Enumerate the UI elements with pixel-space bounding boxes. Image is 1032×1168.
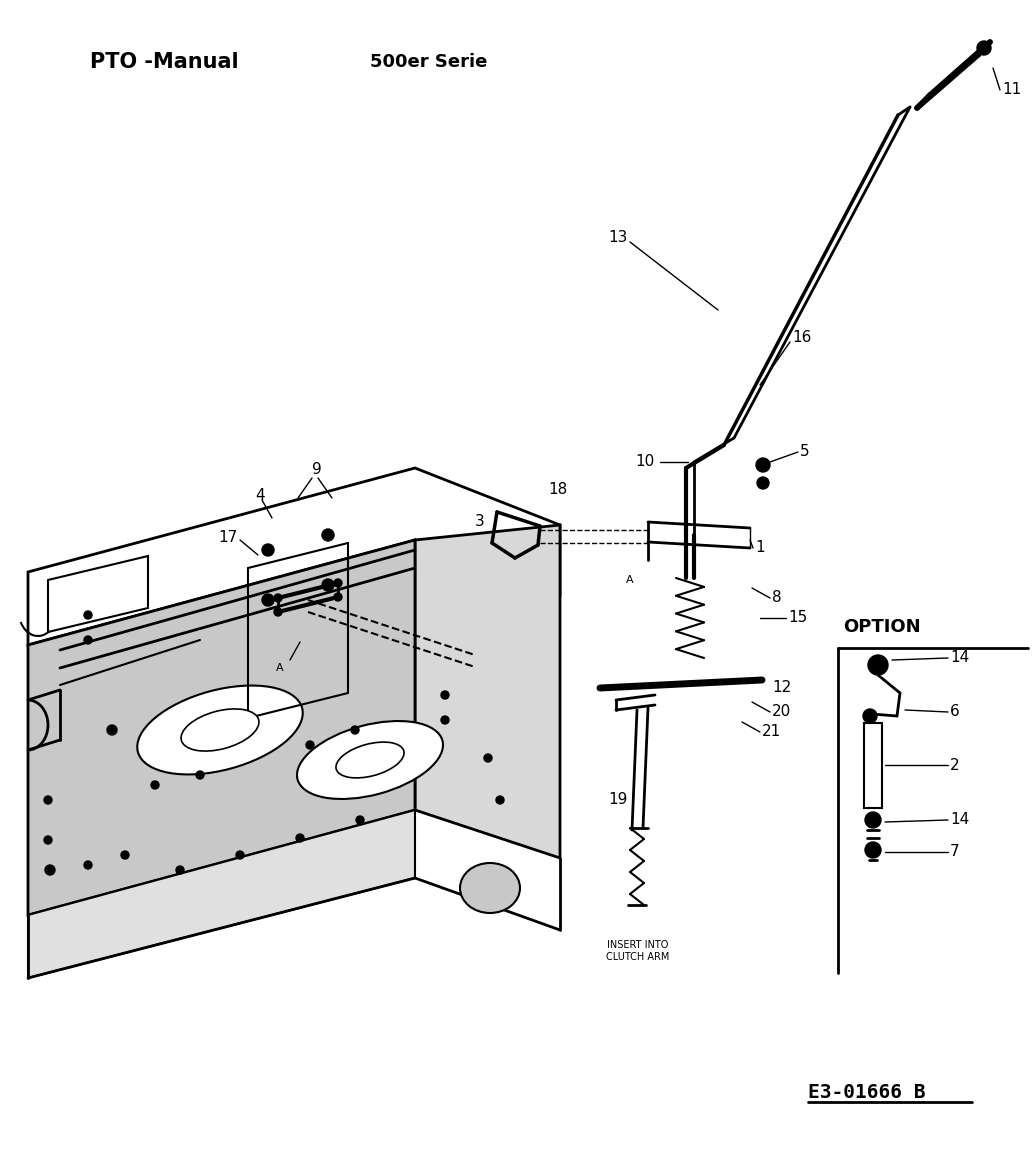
Text: 13: 13	[608, 230, 627, 245]
Circle shape	[45, 865, 55, 875]
Polygon shape	[415, 524, 560, 858]
Circle shape	[84, 861, 92, 869]
Polygon shape	[28, 809, 415, 978]
Text: 3: 3	[475, 514, 485, 529]
Circle shape	[275, 595, 282, 602]
Text: E3-01666 B: E3-01666 B	[808, 1083, 926, 1101]
Text: 18: 18	[548, 482, 568, 498]
Circle shape	[496, 797, 504, 804]
Text: 11: 11	[1002, 83, 1022, 97]
Bar	[864, 723, 882, 808]
Circle shape	[262, 595, 275, 606]
Circle shape	[863, 709, 877, 723]
Text: 1: 1	[755, 541, 765, 556]
Circle shape	[296, 834, 304, 842]
Ellipse shape	[336, 742, 405, 778]
Text: 10: 10	[635, 454, 654, 470]
Text: 14: 14	[950, 813, 969, 827]
Circle shape	[84, 637, 92, 644]
Text: 14: 14	[950, 651, 969, 666]
Circle shape	[356, 816, 364, 823]
Circle shape	[334, 579, 342, 588]
Text: 20: 20	[772, 704, 792, 719]
Text: 4: 4	[255, 487, 264, 502]
Polygon shape	[28, 468, 560, 645]
Circle shape	[868, 655, 888, 675]
Circle shape	[977, 41, 991, 55]
Circle shape	[865, 812, 881, 828]
Ellipse shape	[137, 686, 302, 774]
Circle shape	[322, 579, 334, 591]
Circle shape	[262, 544, 275, 556]
Circle shape	[44, 836, 52, 844]
Circle shape	[484, 755, 492, 762]
Text: 19: 19	[608, 793, 627, 807]
Circle shape	[196, 771, 204, 779]
Circle shape	[322, 529, 334, 541]
Circle shape	[307, 741, 314, 749]
Circle shape	[44, 797, 52, 804]
Circle shape	[865, 842, 881, 858]
Circle shape	[441, 691, 449, 698]
Circle shape	[236, 851, 244, 858]
Text: 500er Serie: 500er Serie	[370, 53, 487, 71]
Text: 16: 16	[792, 329, 811, 345]
Text: OPTION: OPTION	[843, 618, 921, 637]
Polygon shape	[49, 556, 148, 632]
Circle shape	[275, 609, 282, 616]
Circle shape	[351, 726, 359, 734]
Text: 15: 15	[788, 611, 807, 626]
Circle shape	[334, 593, 342, 602]
Text: 12: 12	[772, 681, 792, 695]
Circle shape	[121, 851, 129, 858]
Text: 9: 9	[312, 463, 322, 478]
Circle shape	[441, 716, 449, 724]
Text: A: A	[626, 575, 634, 585]
Polygon shape	[28, 540, 415, 915]
Circle shape	[756, 458, 770, 472]
Circle shape	[757, 477, 769, 489]
Circle shape	[107, 725, 117, 735]
Text: A: A	[277, 663, 284, 673]
Circle shape	[84, 611, 92, 619]
Text: 5: 5	[800, 445, 810, 459]
Ellipse shape	[297, 721, 443, 799]
Text: 17: 17	[218, 530, 237, 545]
Text: 21: 21	[762, 724, 781, 739]
Text: PTO -Manual: PTO -Manual	[90, 53, 238, 72]
Ellipse shape	[460, 863, 520, 913]
Text: 7: 7	[950, 844, 960, 860]
Text: INSERT INTO
CLUTCH ARM: INSERT INTO CLUTCH ARM	[607, 940, 670, 961]
Circle shape	[176, 865, 184, 874]
Text: 2: 2	[950, 758, 960, 772]
Text: 6: 6	[950, 704, 960, 719]
Circle shape	[151, 781, 159, 790]
Ellipse shape	[181, 709, 259, 751]
Text: 8: 8	[772, 591, 781, 605]
